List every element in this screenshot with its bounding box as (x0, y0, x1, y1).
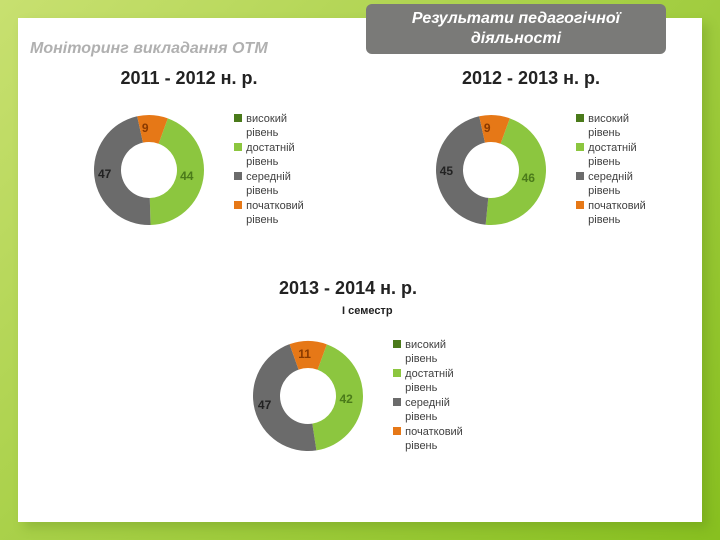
chart-2-donut: 46 45 9 (416, 95, 566, 245)
legend-item: достатнійрівень (234, 141, 304, 169)
chart-1-title: 2011 - 2012 н. р. (18, 68, 360, 89)
legend-swatch (393, 369, 401, 377)
row-bottom: 2013 - 2014 н. р. І семестр 42 47 11 висок… (18, 278, 702, 471)
donut-value-label: 44 (180, 169, 193, 183)
legend-swatch (234, 201, 242, 209)
legend-label: достатнійрівень (246, 141, 295, 169)
chart-1-block: 44 47 9 високийрівеньдостатнійрівеньсередн… (18, 95, 360, 245)
chart-2-block: 46 45 9 високийрівеньдостатнійрівеньсередн… (360, 95, 702, 245)
legend-label: середнійрівень (246, 170, 291, 198)
legend-swatch (234, 114, 242, 122)
legend-label: середнійрівень (588, 170, 633, 198)
chart-3-title: 2013 - 2014 н. р. (168, 278, 528, 299)
chart-2-title: 2012 - 2013 н. р. (360, 68, 702, 89)
legend-label: початковийрівень (246, 199, 304, 227)
legend-swatch (393, 340, 401, 348)
legend-label: високийрівень (405, 338, 446, 366)
legend-item: початковийрівень (576, 199, 646, 227)
legend-item: високийрівень (576, 112, 646, 140)
legend-item: достатнійрівень (393, 367, 463, 395)
subtitle: Моніторинг викладання ОТМ (30, 40, 268, 58)
donut-value-label: 47 (258, 398, 271, 412)
row-top: 2011 - 2012 н. р. 44479 високийрівеньдос… (18, 68, 702, 268)
legend-swatch (576, 201, 584, 209)
legend-item: середнійрівень (576, 170, 646, 198)
legend-swatch (234, 143, 242, 151)
slide-inner: Моніторинг викладання ОТМ Результати пед… (18, 18, 702, 522)
donut-value-label: 9 (142, 121, 149, 135)
legend-item: високийрівень (393, 338, 463, 366)
legend-item: достатнійрівень (576, 141, 646, 169)
donut-value-label: 47 (98, 167, 111, 181)
legend-swatch (576, 143, 584, 151)
legend-swatch (393, 427, 401, 435)
chart-cell-2: 2012 - 2013 н. р. 46 45 9 високийрівеньдос… (360, 68, 702, 268)
legend-item: середнійрівень (234, 170, 304, 198)
legend-label: достатнійрівень (405, 367, 454, 395)
chart-1-legend: високийрівеньдостатнійрівеньсереднійріве… (234, 112, 304, 228)
legend-swatch (576, 114, 584, 122)
donut-value-label: 11 (298, 347, 311, 361)
legend-label: початковийрівень (405, 425, 463, 453)
chart-cell-1: 2011 - 2012 н. р. 44 47 9 високийрівеньдос… (18, 68, 360, 268)
legend-label: високийрівень (588, 112, 629, 140)
chart-3-legend: високийрівеньдостатнійрівеньсереднійріве… (393, 338, 463, 454)
donut-value-label: 9 (484, 121, 491, 135)
legend-label: достатнійрівень (588, 141, 637, 169)
legend-label: середнійрівень (405, 396, 450, 424)
slide: Моніторинг викладання ОТМ Результати пед… (0, 0, 720, 540)
chart-1-donut: 44 47 9 (74, 95, 224, 245)
legend-label: високийрівень (246, 112, 287, 140)
chart-3-block: 42 47 11 високийрівеньдостатнійрівеньсеред… (168, 321, 528, 471)
chart-cell-3: 2013 - 2014 н. р. І семестр 42 47 11 висок… (168, 278, 528, 471)
title-tab: Результати педагогічної діяльності (366, 4, 666, 54)
legend-swatch (576, 172, 584, 180)
legend-item: високийрівень (234, 112, 304, 140)
legend-item: середнійрівень (393, 396, 463, 424)
legend-swatch (234, 172, 242, 180)
legend-swatch (393, 398, 401, 406)
legend-item: початковийрівень (393, 425, 463, 453)
legend-item: початковийрівень (234, 199, 304, 227)
chart-3-donut: 42 47 11 (233, 321, 383, 471)
donut-value-label: 45 (440, 164, 453, 178)
donut-value-label: 42 (339, 392, 352, 406)
legend-label: початковийрівень (588, 199, 646, 227)
chart-2-legend: високийрівеньдостатнійрівеньсереднійріве… (576, 112, 646, 228)
donut-value-label: 46 (522, 171, 535, 185)
chart-3-subheader: І семестр (342, 305, 528, 317)
